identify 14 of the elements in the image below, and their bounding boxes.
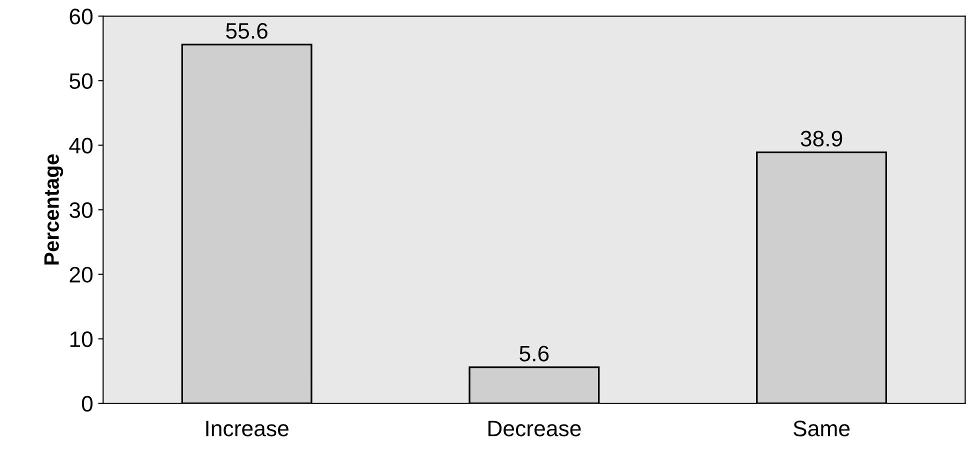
x-tick-label: Increase xyxy=(206,420,288,436)
y-tick-label: 0 xyxy=(82,396,93,412)
data-label: 55.6 xyxy=(226,23,268,39)
y-tick-label: 40 xyxy=(69,138,93,154)
y-tick-label: 60 xyxy=(70,8,93,24)
x-tick-label: Decrease xyxy=(488,420,581,436)
data-label: 5.6 xyxy=(520,346,549,362)
y-tick-label: 20 xyxy=(70,266,93,283)
data-label: 38.9 xyxy=(800,130,842,147)
y-tick-label: 10 xyxy=(70,331,93,348)
y-tick-label: 30 xyxy=(70,202,93,218)
x-tick-label: Same xyxy=(794,420,850,436)
y-axis-title: Percentage xyxy=(44,154,64,265)
y-tick-label: 50 xyxy=(70,73,93,89)
